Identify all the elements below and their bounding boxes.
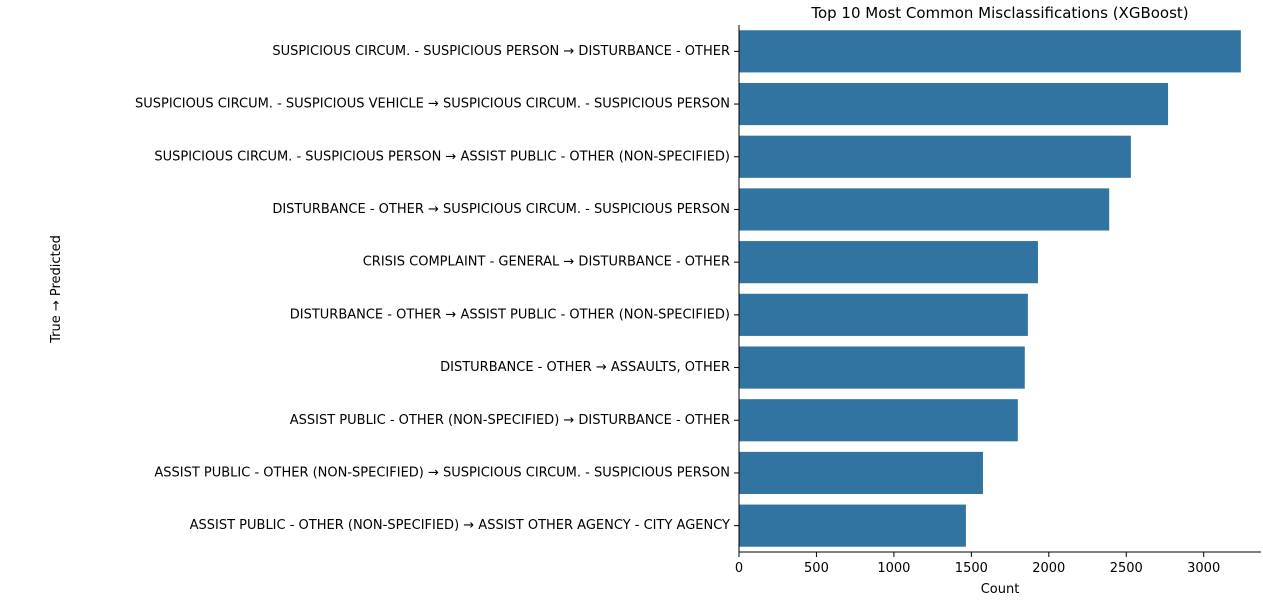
category-label-5: CRISIS COMPLAINT - GENERAL → DISTURBANCE… — [363, 255, 730, 270]
chart-title: Top 10 Most Common Misclassifications (X… — [810, 4, 1188, 22]
category-label-9: ASSIST PUBLIC - OTHER (NON-SPECIFIED) → … — [154, 465, 730, 480]
x-axis-title: Count — [981, 582, 1020, 597]
category-label-10: ASSIST PUBLIC - OTHER (NON-SPECIFIED) → … — [190, 518, 730, 533]
x-axis-ticks-group: 0 500 1000 1500 2000 2500 3000 — [735, 552, 1220, 576]
category-label-7: DISTURBANCE - OTHER → ASSAULTS, OTHER — [440, 360, 730, 375]
bar-1 — [739, 30, 1241, 73]
x-tick-label: 2500 — [1110, 561, 1143, 576]
bar-5 — [739, 241, 1038, 284]
x-tick-label: 1000 — [877, 561, 910, 576]
bar-10 — [739, 504, 966, 547]
bar-6 — [739, 293, 1028, 336]
bar-9 — [739, 451, 983, 495]
category-label-3: SUSPICIOUS CIRCUM. - SUSPICIOUS PERSON →… — [154, 149, 730, 164]
category-labels-group: SUSPICIOUS CIRCUM. - SUSPICIOUS PERSON →… — [135, 44, 739, 533]
bar-8 — [739, 399, 1018, 442]
bar-7 — [739, 346, 1025, 389]
category-label-8: ASSIST PUBLIC - OTHER (NON-SPECIFIED) → … — [290, 413, 730, 428]
bar-2 — [739, 82, 1169, 126]
y-axis-title: True → Predicted — [49, 235, 64, 344]
bars-group — [739, 30, 1241, 547]
bar-4 — [739, 188, 1110, 231]
bar-3 — [739, 135, 1131, 178]
category-label-6: DISTURBANCE - OTHER → ASSIST PUBLIC - OT… — [290, 307, 730, 322]
x-tick-label: 0 — [735, 561, 743, 576]
x-tick-label: 3000 — [1187, 561, 1220, 576]
category-label-4: DISTURBANCE - OTHER → SUSPICIOUS CIRCUM.… — [272, 202, 730, 217]
x-tick-label: 2000 — [1032, 561, 1065, 576]
x-tick-label: 500 — [804, 561, 829, 576]
category-label-2: SUSPICIOUS CIRCUM. - SUSPICIOUS VEHICLE … — [135, 97, 730, 112]
x-tick-label: 1500 — [955, 561, 988, 576]
category-label-1: SUSPICIOUS CIRCUM. - SUSPICIOUS PERSON →… — [272, 44, 730, 59]
